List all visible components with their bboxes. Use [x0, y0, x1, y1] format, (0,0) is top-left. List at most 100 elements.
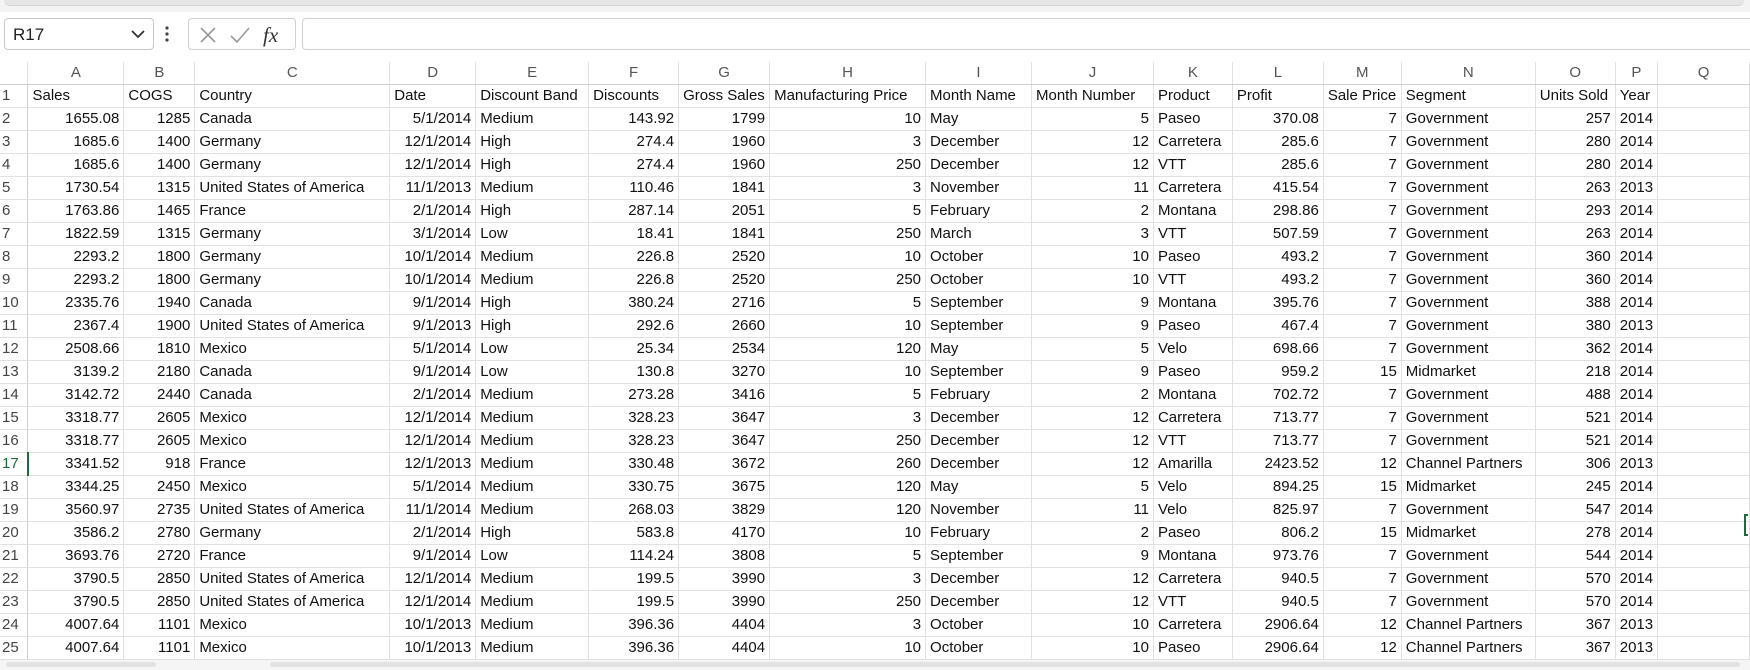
cell[interactable]	[1657, 613, 1750, 637]
cell[interactable]: 218	[1535, 360, 1616, 384]
cell[interactable]: 12	[1031, 429, 1154, 453]
cell[interactable]: 2013	[1615, 176, 1659, 200]
cell[interactable]: 3829	[678, 498, 771, 522]
chevron-down-icon[interactable]	[129, 24, 147, 44]
cell[interactable]: 263	[1535, 222, 1616, 246]
cell[interactable]: 2014	[1615, 199, 1659, 223]
cell[interactable]: 2013	[1615, 613, 1659, 637]
cell[interactable]: Government	[1401, 107, 1536, 131]
cell[interactable]: Velo	[1153, 498, 1233, 522]
cell[interactable]: Mexico	[194, 406, 391, 430]
cell[interactable]: 2720	[123, 544, 196, 568]
cell[interactable]: 12/1/2014	[389, 567, 477, 591]
cell[interactable]: VTT	[1153, 429, 1233, 453]
cell[interactable]: 143.92	[588, 107, 680, 131]
cell[interactable]: 7	[1323, 245, 1402, 269]
cell[interactable]: VTT	[1153, 590, 1233, 614]
cell[interactable]	[1657, 84, 1750, 108]
cell[interactable]: 7	[1323, 544, 1402, 568]
cell[interactable]: Profit	[1232, 84, 1324, 108]
cell[interactable]: 245	[1535, 475, 1616, 499]
cell[interactable]: 10	[1031, 268, 1154, 292]
cell[interactable]: September	[925, 360, 1032, 384]
cell[interactable]: 293	[1535, 199, 1616, 223]
cell[interactable]: 5	[769, 383, 927, 407]
cell[interactable]: France	[194, 452, 391, 476]
cell[interactable]: 2014	[1615, 245, 1659, 269]
cell[interactable]: 328.23	[588, 406, 680, 430]
cell[interactable]: 7	[1323, 314, 1402, 338]
cell[interactable]	[1657, 383, 1750, 407]
cell[interactable]: 12	[1031, 406, 1154, 430]
cell[interactable]: France	[194, 544, 391, 568]
cell[interactable]: 2014	[1615, 153, 1659, 177]
cell[interactable]: Product	[1153, 84, 1233, 108]
cell[interactable]: Germany	[194, 245, 391, 269]
cell[interactable]: 306	[1535, 452, 1616, 476]
cell[interactable]: 10	[1031, 613, 1154, 637]
cell[interactable]: 467.4	[1232, 314, 1324, 338]
cell[interactable]: Canada	[194, 291, 391, 315]
cell[interactable]: United States of America	[194, 567, 391, 591]
column-header-i[interactable]: I	[925, 62, 1032, 85]
cell[interactable]: Government	[1401, 314, 1536, 338]
cell[interactable]: 3672	[678, 452, 771, 476]
cell[interactable]: 298.86	[1232, 199, 1324, 223]
cell[interactable]: Government	[1401, 153, 1536, 177]
cell[interactable]: 10	[769, 521, 927, 545]
cell[interactable]: 570	[1535, 567, 1616, 591]
row-header[interactable]: 25	[0, 636, 29, 660]
cell[interactable]	[1657, 176, 1750, 200]
cell[interactable]: 2014	[1615, 222, 1659, 246]
cell[interactable]: 544	[1535, 544, 1616, 568]
cell[interactable]: 2014	[1615, 130, 1659, 154]
cell[interactable]: Medium	[475, 452, 590, 476]
cell[interactable]: 940.5	[1232, 567, 1324, 591]
cell[interactable]: COGS	[123, 84, 196, 108]
cell[interactable]: Medium	[475, 613, 590, 637]
cell[interactable]: 25.34	[588, 337, 680, 361]
cell[interactable]: 110.46	[588, 176, 680, 200]
cell[interactable]: 12	[1031, 590, 1154, 614]
cell[interactable]: 5	[769, 291, 927, 315]
cell[interactable]: 12/1/2014	[389, 130, 477, 154]
cell[interactable]: 10	[769, 360, 927, 384]
cell[interactable]: 1285	[123, 107, 196, 131]
cell[interactable]: Manufacturing Price	[769, 84, 927, 108]
cell[interactable]: 226.8	[588, 245, 680, 269]
cell[interactable]: 3790.5	[27, 590, 125, 614]
cell[interactable]: Germany	[194, 130, 391, 154]
cell[interactable]: Paseo	[1153, 107, 1233, 131]
cell[interactable]: 292.6	[588, 314, 680, 338]
cell[interactable]: 1822.59	[27, 222, 125, 246]
cell[interactable]: 3270	[678, 360, 771, 384]
cell[interactable]: 3808	[678, 544, 771, 568]
cell[interactable]: 488	[1535, 383, 1616, 407]
cell[interactable]: 2440	[123, 383, 196, 407]
cell[interactable]: 2051	[678, 199, 771, 223]
cell[interactable]: 918	[123, 452, 196, 476]
cell[interactable]: 2660	[678, 314, 771, 338]
cell[interactable]: Amarilla	[1153, 452, 1233, 476]
cell[interactable]: Mexico	[194, 613, 391, 637]
cell[interactable]: 1900	[123, 314, 196, 338]
cell[interactable]: 959.2	[1232, 360, 1324, 384]
cell[interactable]: 130.8	[588, 360, 680, 384]
cell[interactable]: 2014	[1615, 291, 1659, 315]
cell[interactable]: 825.97	[1232, 498, 1324, 522]
cell[interactable]: 1960	[678, 130, 771, 154]
column-header-f[interactable]: F	[588, 62, 680, 85]
cell[interactable]: 713.77	[1232, 429, 1324, 453]
cell[interactable]: 1315	[123, 176, 196, 200]
cell[interactable]: 3693.76	[27, 544, 125, 568]
cell[interactable]	[1657, 452, 1750, 476]
cell[interactable]: Government	[1401, 383, 1536, 407]
column-header-c[interactable]: C	[194, 62, 391, 85]
cell[interactable]: 1810	[123, 337, 196, 361]
insert-function-icon[interactable]: fx	[261, 22, 287, 48]
cell[interactable]	[1657, 291, 1750, 315]
cell[interactable]: 1400	[123, 153, 196, 177]
cell[interactable]: Country	[194, 84, 391, 108]
cell[interactable]: 3	[1031, 222, 1154, 246]
cell[interactable]: 362	[1535, 337, 1616, 361]
